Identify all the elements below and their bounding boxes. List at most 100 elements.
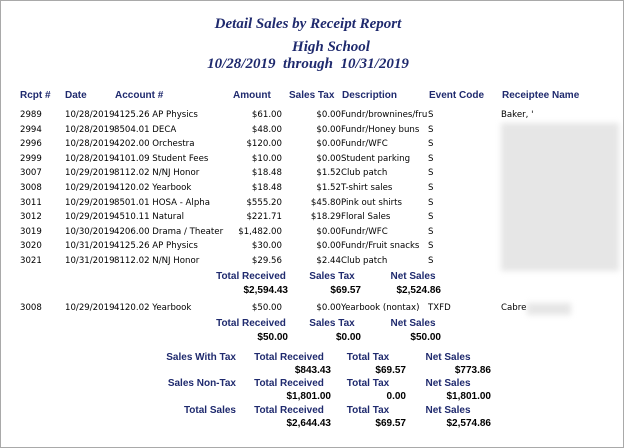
cell-tax: $0.00 (316, 303, 341, 313)
cell-tax: $0.00 (316, 241, 341, 252)
cell-rcpt: 3019 (20, 226, 42, 237)
summary-value: 0.00 (386, 391, 406, 402)
cell-account: 8112.02 N/NJ Honor (114, 168, 200, 179)
cell-event: S (428, 139, 434, 150)
summary-value: $2,574.86 (446, 418, 492, 429)
total-value: $2,524.86 (396, 285, 442, 296)
cell-tax: $0.00 (316, 226, 341, 237)
cell-amount: $221.71 (246, 212, 282, 223)
cell-description: Fundr/WFC (341, 226, 388, 237)
cell-description: Fundr/brownines/fru (341, 110, 428, 120)
cell-tax: $1.52 (316, 183, 341, 193)
cell-event: TXFD (428, 303, 451, 313)
cell-amount: $1,482.00 (238, 226, 282, 237)
cell-event: S (428, 124, 434, 135)
cell-account: 4202.00 Orchestra (114, 139, 195, 150)
cell-description: Fundr/Honey buns (341, 124, 420, 135)
cell-amount: $18.48 (251, 168, 282, 179)
cell-event: S (428, 183, 434, 193)
cell-receiptee: Cabre (501, 303, 527, 313)
cell-date: 10/29/2019 (65, 197, 115, 208)
summary-label: Total Sales (183, 405, 236, 416)
total-value: $50.00 (257, 332, 288, 343)
cell-event: S (428, 110, 434, 120)
cell-event: S (428, 226, 434, 237)
cell-description: Club patch (341, 168, 388, 179)
cell-rcpt: 3011 (20, 197, 42, 208)
cell-description: Fundr/Fruit snacks (341, 241, 420, 252)
cell-receiptee: Baker, ' (501, 110, 534, 120)
cell-tax: $0.00 (316, 110, 341, 120)
cell-tax: $18.29 (310, 212, 341, 223)
summary-header: Total Tax (346, 352, 390, 363)
summary-value: $773.86 (454, 365, 491, 376)
cell-date: 10/29/2019 (65, 303, 115, 313)
total-value: $0.00 (335, 332, 361, 343)
cell-tax: $1.52 (316, 168, 341, 179)
cell-amount: $29.56 (251, 256, 282, 266)
cell-rcpt: 2996 (20, 139, 42, 150)
total-label: Net Sales (390, 318, 436, 329)
total-label: Sales Tax (309, 318, 355, 329)
cell-rcpt: 2994 (20, 124, 42, 135)
school-name: High School (292, 39, 370, 55)
summary-header: Net Sales (425, 378, 471, 389)
cell-date: 10/29/2019 (65, 212, 115, 223)
cell-amount: $120.00 (246, 139, 282, 150)
cell-rcpt: 3020 (20, 241, 42, 252)
cell-tax: $2.44 (316, 256, 341, 266)
cell-event: S (428, 212, 434, 223)
cell-amount: $48.00 (251, 124, 282, 135)
total-value: $2,594.43 (243, 285, 289, 296)
column-header: Amount (233, 90, 271, 101)
cell-event: S (428, 256, 434, 266)
summary-value: $69.57 (375, 418, 406, 429)
summary-value: $69.57 (375, 365, 406, 376)
column-header: Sales Tax (289, 90, 335, 101)
total-label: Net Sales (390, 271, 436, 282)
cell-description: T-shirt sales (341, 183, 393, 193)
cell-account: 8504.01 DECA (114, 124, 177, 135)
cell-description: Pink out shirts (341, 197, 403, 208)
column-header: Receiptee Name (502, 90, 580, 101)
cell-tax: $45.80 (310, 197, 341, 208)
cell-account: 4510.11 Natural (114, 212, 184, 223)
total-label: Total Received (216, 318, 286, 329)
cell-rcpt: 3007 (20, 168, 42, 179)
cell-date: 10/31/2019 (65, 256, 115, 266)
cell-event: S (428, 153, 434, 164)
cell-date: 10/30/2019 (65, 226, 115, 237)
summary-value: $1,801.00 (286, 391, 332, 402)
total-label: Total Received (216, 271, 286, 282)
cell-description: Fundr/WFC (341, 139, 388, 150)
cell-description: Yearbook (nontax) (341, 303, 420, 313)
cell-date: 10/28/2019 (65, 110, 115, 120)
summary-header: Total Received (254, 378, 324, 389)
cell-amount: $18.48 (251, 183, 282, 193)
summary-header: Total Tax (346, 405, 390, 416)
cell-rcpt: 3008 (20, 303, 42, 313)
cell-account: 4120.02 Yearbook (114, 303, 192, 313)
total-value: $69.57 (330, 285, 361, 296)
report-title: Detail Sales by Receipt Report (214, 16, 402, 32)
cell-tax: $0.00 (316, 124, 341, 135)
summary-header: Total Received (254, 352, 324, 363)
summary-label: Sales Non-Tax (167, 378, 236, 389)
cell-amount: $61.00 (251, 110, 282, 120)
cell-tax: $0.00 (316, 139, 341, 150)
redaction (501, 123, 619, 271)
cell-date: 10/28/2019 (65, 139, 115, 150)
cell-account: 8501.01 HOSA - Alpha (114, 197, 210, 208)
summary-value: $2,644.43 (286, 418, 332, 429)
cell-rcpt: 2999 (20, 153, 42, 164)
cell-event: S (428, 197, 434, 208)
column-header: Rcpt # (20, 90, 51, 101)
column-header: Description (342, 90, 398, 101)
summary-header: Total Received (254, 405, 324, 416)
cell-rcpt: 3012 (20, 212, 42, 223)
summary-label: Sales With Tax (166, 352, 236, 363)
summary-value: $1,801.00 (446, 391, 492, 402)
cell-account: 4120.02 Yearbook (114, 183, 192, 193)
summary-header: Net Sales (425, 352, 471, 363)
